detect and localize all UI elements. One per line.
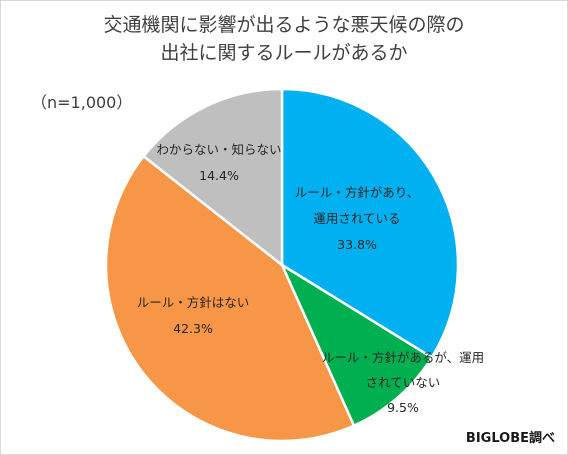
- slice-category-label-3: ルール・方針はない: [137, 295, 250, 310]
- slice-category-label-4: わからない・知らない: [156, 142, 281, 157]
- slice-value-label-4: 14.4%: [199, 168, 239, 183]
- source-label: BIGLOBE調べ: [466, 427, 555, 446]
- slice-category-label-2: ルール・方針があるが、運用: [322, 350, 484, 365]
- slice-value-label-3: 42.3%: [173, 321, 213, 336]
- slice-category-label-1: ルール・方針があり、: [295, 185, 420, 200]
- slice-value-label-1: 33.8%: [337, 237, 377, 252]
- slice-value-label-2: 9.5%: [387, 400, 419, 415]
- slice-category-label-2: されていない: [366, 375, 441, 390]
- slice-category-label-1: 運用されている: [313, 211, 400, 226]
